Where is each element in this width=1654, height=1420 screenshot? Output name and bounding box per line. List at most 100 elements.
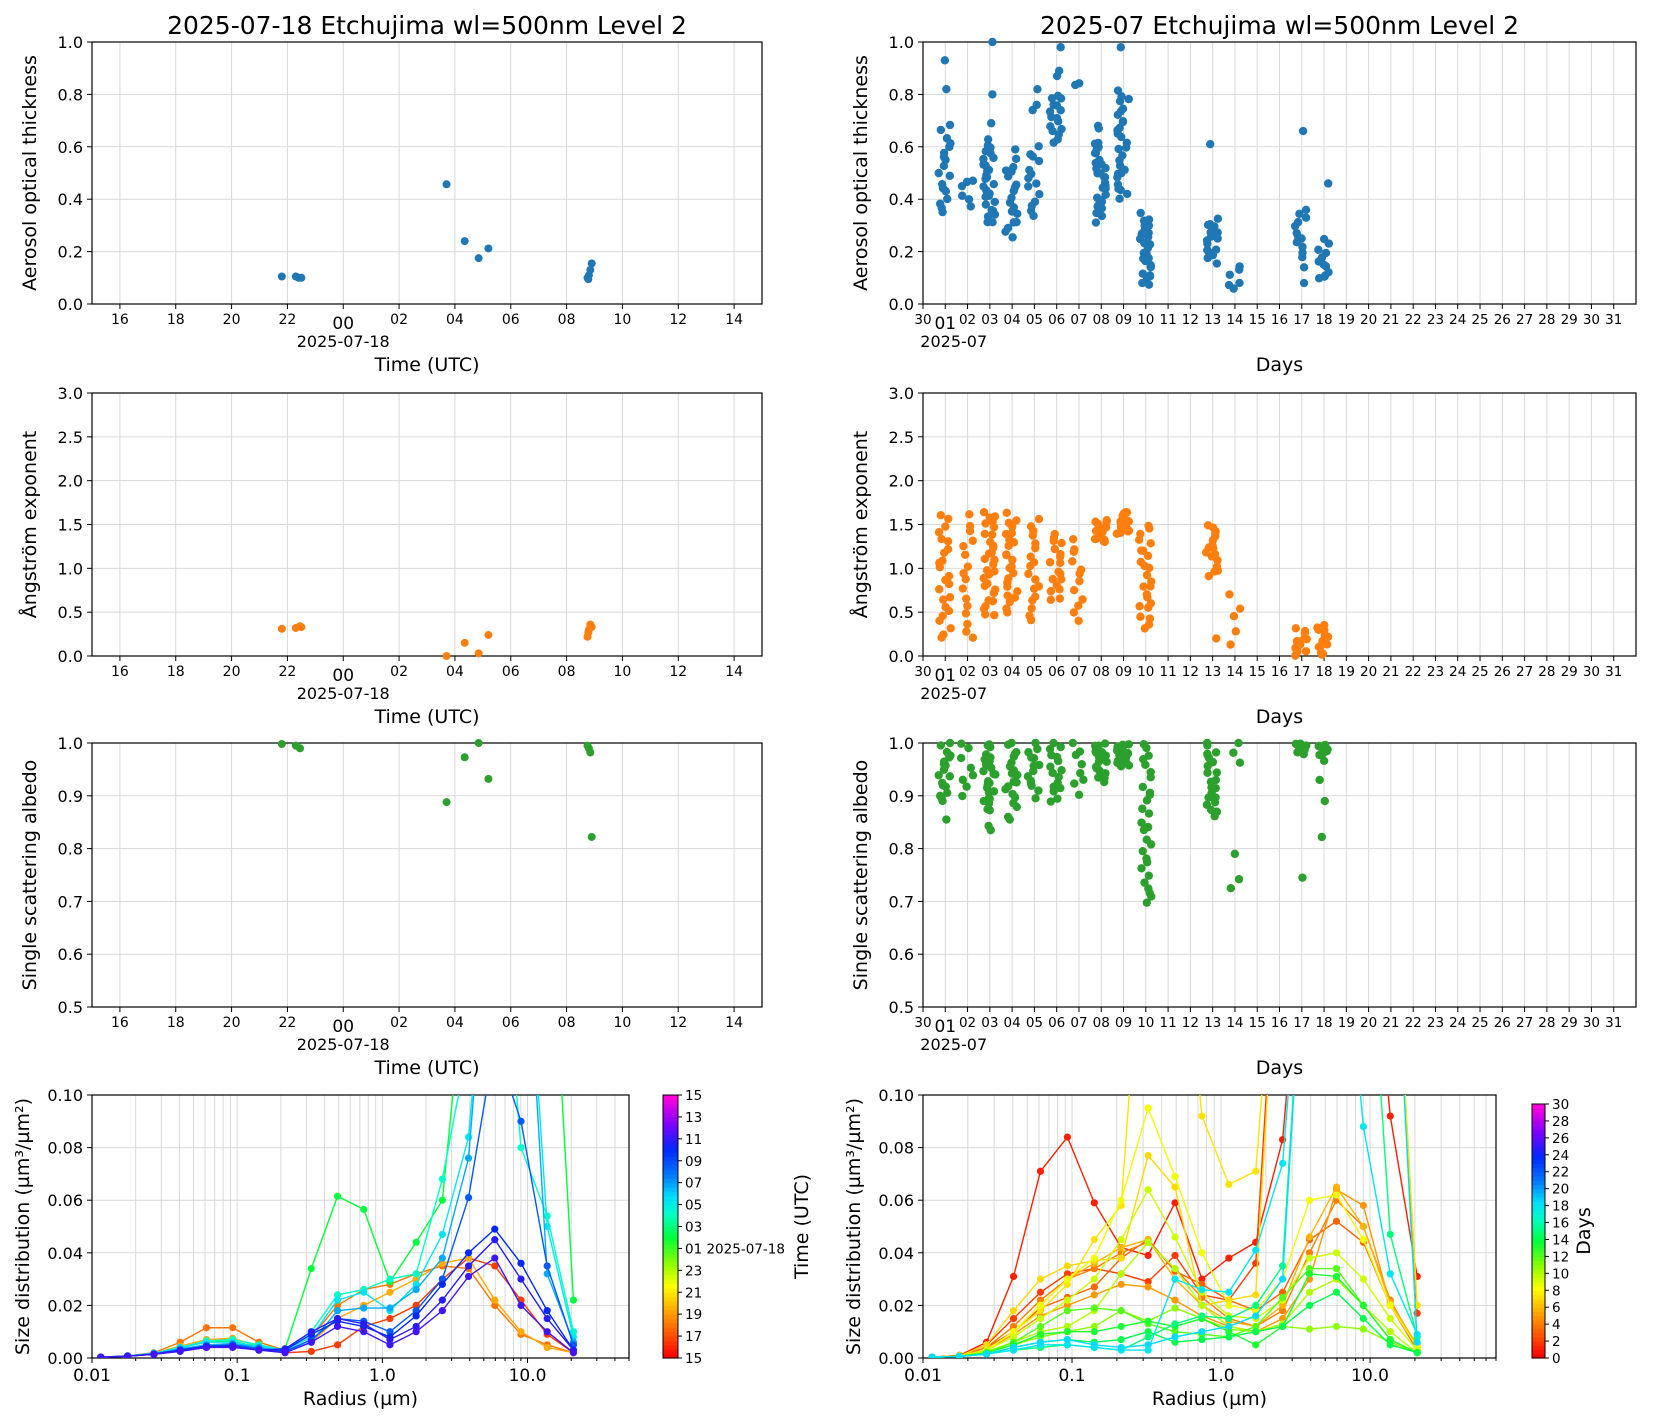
x-tick-label: 28 (1538, 664, 1555, 680)
colorbar-segment (1532, 1226, 1545, 1232)
colorbar-segment (663, 1143, 678, 1149)
series-point (333, 1314, 342, 1323)
data-point (1012, 778, 1021, 787)
colorbar-segment (1532, 1302, 1545, 1308)
data-point (1144, 809, 1154, 818)
x-tick-label: 13 (1204, 664, 1221, 680)
colorbar-segment (663, 1261, 678, 1267)
data-point (1205, 220, 1215, 229)
series-point (543, 1222, 551, 1231)
x-tick-label: 01 (934, 666, 956, 686)
data-point (942, 747, 952, 757)
x-tick-label: 18 (167, 1015, 185, 1031)
colorbar-segment (663, 1130, 678, 1136)
data-point (1136, 557, 1145, 567)
data-point (1122, 508, 1132, 517)
colorbar-tick-label: 6 (1552, 1300, 1561, 1316)
y-tick-label: 0.08 (878, 1139, 914, 1158)
data-point (1203, 768, 1212, 777)
series-point (1009, 1272, 1018, 1281)
series-point (464, 1249, 473, 1257)
data-point (1118, 740, 1127, 750)
data-point (1140, 878, 1149, 887)
series-point (1279, 1293, 1287, 1302)
data-point (1139, 582, 1148, 591)
data-point (965, 510, 974, 519)
chart-title: 2025-07-18 Etchujima wl=500nm Level 2 (167, 11, 687, 40)
series-point (1117, 1254, 1125, 1262)
series-point (150, 1350, 158, 1358)
x-tick-label: 04 (446, 664, 464, 680)
data-point (936, 741, 946, 750)
data-point (1024, 569, 1033, 579)
series-point (1144, 1333, 1152, 1341)
series-point (438, 1280, 446, 1288)
x-tick-label: 23 (1427, 1015, 1444, 1031)
data-point (1068, 738, 1078, 748)
colorbar-segment (1532, 1235, 1545, 1241)
colorbar-tick-label: 28 (1552, 1114, 1569, 1130)
data-point (1211, 748, 1221, 757)
data-point (963, 601, 972, 611)
data-point (1319, 234, 1329, 244)
data-point (1300, 628, 1310, 638)
data-point (1138, 782, 1147, 792)
data-point (981, 200, 991, 209)
x-tick-label: 17 (1293, 312, 1310, 328)
data-point (983, 777, 993, 786)
colorbar-tick-label: 09 (685, 1154, 702, 1170)
data-point (474, 254, 483, 263)
data-point (1203, 521, 1213, 530)
data-point (1299, 263, 1309, 272)
x-tick-label: 16 (1271, 312, 1288, 328)
x-tick-label: 03 (981, 664, 998, 680)
series-point (1063, 1270, 1071, 1278)
x-date-label: 2025-07-18 (297, 684, 390, 703)
colorbar-segment (663, 1138, 678, 1144)
colorbar-segment (1532, 1328, 1545, 1334)
series-point (1171, 1251, 1179, 1260)
colorbar-segment (663, 1331, 678, 1337)
series-point (1171, 1333, 1179, 1341)
x-tick-label: 20 (223, 1015, 241, 1031)
x-tick-label: 06 (502, 664, 520, 680)
data-point (442, 180, 451, 189)
x-tick-label: 21 (1382, 1015, 1399, 1031)
data-point (1002, 508, 1011, 518)
colorbar-segment (663, 1108, 678, 1114)
x-tick-label: 16 (111, 312, 129, 328)
y-tick-label: 2.5 (58, 428, 83, 447)
data-point (1124, 94, 1133, 104)
colorbar-segment (1532, 1112, 1545, 1118)
series-point (1144, 1278, 1152, 1286)
series-point (1252, 1312, 1260, 1320)
series-point (517, 1117, 525, 1125)
x-tick-label: 02 (959, 1015, 976, 1031)
colorbar-segment (1532, 1319, 1545, 1325)
data-point (1070, 779, 1079, 788)
data-point (1049, 738, 1058, 748)
series-point (1171, 1264, 1179, 1273)
data-point (1142, 854, 1151, 863)
data-point (938, 611, 947, 621)
data-point (945, 120, 955, 130)
x-tick-label: 30 (1583, 312, 1600, 328)
colorbar-tick-label: 14 (1552, 1232, 1569, 1248)
colorbar-segment (663, 1116, 678, 1122)
data-point (1234, 875, 1244, 884)
series-point (1305, 1249, 1314, 1257)
y-tick-label: 1.0 (58, 33, 83, 52)
colorbar-segment (1532, 1218, 1545, 1224)
data-point (1030, 197, 1040, 206)
data-point (963, 562, 973, 571)
data-point (1091, 517, 1100, 526)
data-point (1034, 156, 1044, 166)
x-tick-label: 13 (1204, 1015, 1221, 1031)
data-point (1321, 248, 1331, 258)
colorbar-segment (663, 1239, 678, 1245)
data-point (1091, 218, 1101, 227)
x-tick-label: 18 (167, 664, 185, 680)
data-point (1302, 741, 1311, 750)
series-point (438, 1275, 446, 1283)
data-point (1136, 529, 1145, 539)
